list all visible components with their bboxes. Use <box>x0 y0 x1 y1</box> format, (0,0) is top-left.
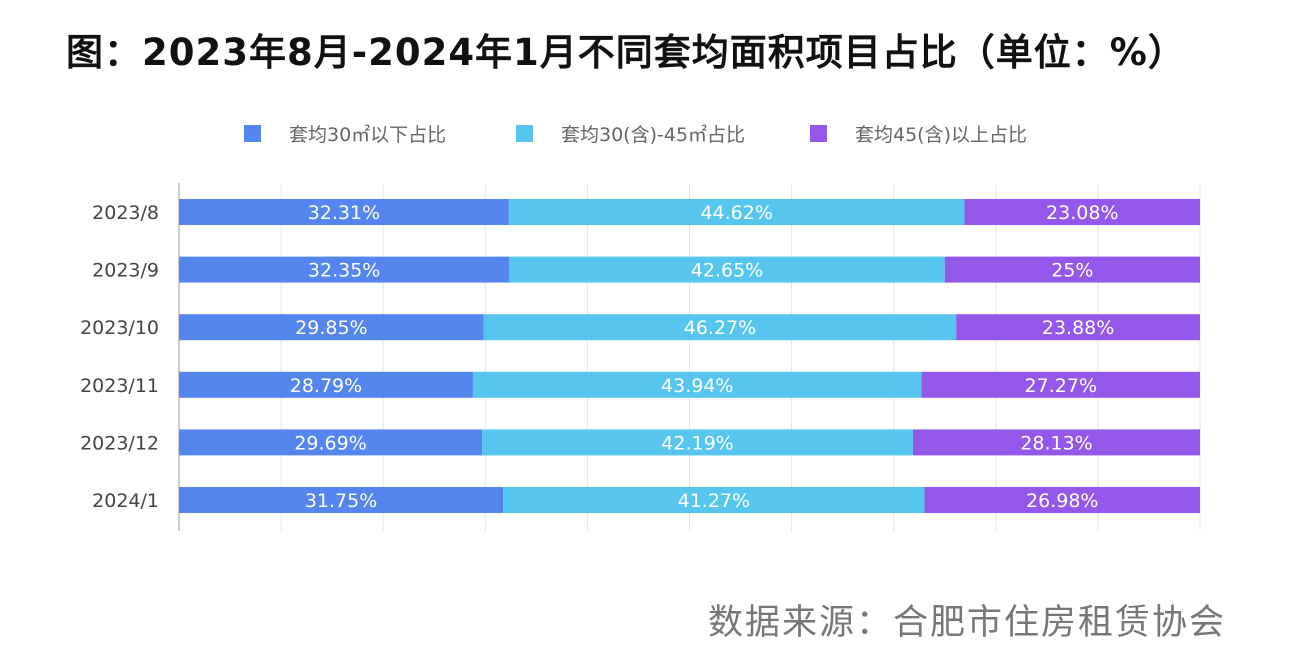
legend-label-series3: 套均45(含)以上占比 <box>855 124 1028 146</box>
bar-segment[interactable] <box>179 371 473 398</box>
bar-segment[interactable] <box>179 199 509 225</box>
bar-segment[interactable] <box>956 314 1200 341</box>
data-label: 29.69% <box>294 432 366 454</box>
bar-segment[interactable] <box>912 429 1201 456</box>
legend-label-series1: 套均30㎡以下占比 <box>289 124 447 146</box>
legend-item-series1[interactable]: 套均30㎡以下占比 <box>244 120 446 147</box>
bar-segment[interactable] <box>924 487 1200 513</box>
legend-swatch-series1 <box>244 125 261 142</box>
bar-segment[interactable] <box>483 314 957 341</box>
bar-segment[interactable] <box>179 429 483 456</box>
data-label: 41.27% <box>678 490 750 512</box>
legend-label-series2: 套均30(含)-45㎡占比 <box>561 124 746 146</box>
category-label: 2023/10 <box>80 317 159 339</box>
data-label: 27.27% <box>1025 375 1097 397</box>
chart-title: 图：2023年8月-2024年1月不同套均面积项目占比（单位：%） <box>66 31 1186 74</box>
legend-item-series2[interactable]: 套均30(含)-45㎡占比 <box>516 120 745 147</box>
category-label: 2023/8 <box>92 202 159 224</box>
chart-legend: 套均30㎡以下占比 套均30(含)-45㎡占比 套均45(含)以上占比 <box>0 120 1290 150</box>
data-label: 31.75% <box>305 490 377 512</box>
legend-swatch-series3 <box>810 125 827 142</box>
bar-segment[interactable] <box>179 314 484 341</box>
bar-segment[interactable] <box>944 256 1200 283</box>
bar-segment[interactable] <box>179 487 504 513</box>
grid-lines <box>178 183 1201 531</box>
bar-segment[interactable] <box>179 256 510 283</box>
data-label: 46.27% <box>684 317 756 339</box>
data-label: 28.79% <box>290 375 362 397</box>
bar-segment[interactable] <box>921 371 1200 398</box>
data-label: 23.08% <box>1046 202 1118 224</box>
data-label: 26.98% <box>1026 490 1098 512</box>
bar-segment[interactable] <box>964 199 1201 225</box>
bars <box>179 199 1201 513</box>
category-label: 2023/11 <box>80 375 159 397</box>
data-label: 42.19% <box>661 432 733 454</box>
data-label: 23.88% <box>1042 317 1114 339</box>
data-label: 44.62% <box>700 202 772 224</box>
data-label: 42.65% <box>691 260 763 282</box>
data-label: 28.13% <box>1020 432 1092 454</box>
data-label: 32.35% <box>308 260 380 282</box>
category-label: 2023/12 <box>80 432 159 454</box>
category-label: 2024/1 <box>92 490 159 512</box>
bar-segment[interactable] <box>503 487 925 513</box>
data-label: 25% <box>1051 260 1093 282</box>
category-label: 2023/9 <box>92 260 159 282</box>
data-label: 43.94% <box>661 375 733 397</box>
legend-item-series3[interactable]: 套均45(含)以上占比 <box>810 120 1027 147</box>
stacked-bar-chart: 2023/8 32.31% 44.62% 23.08% 2023/9 32.35% 42.6… <box>80 183 1201 531</box>
bar-segment[interactable] <box>472 371 922 398</box>
data-label: 29.85% <box>295 317 367 339</box>
labels: 2023/8 32.31% 44.62% 23.08% 2023/9 32.35% 42.6… <box>80 202 1118 512</box>
bar-segment[interactable] <box>509 256 945 283</box>
data-label: 32.31% <box>308 202 380 224</box>
bar-segment[interactable] <box>482 429 913 456</box>
legend-swatch-series2 <box>516 125 533 142</box>
bar-segment[interactable] <box>508 199 965 225</box>
data-source: 数据来源：合肥市住房租赁协会 <box>707 603 1226 643</box>
